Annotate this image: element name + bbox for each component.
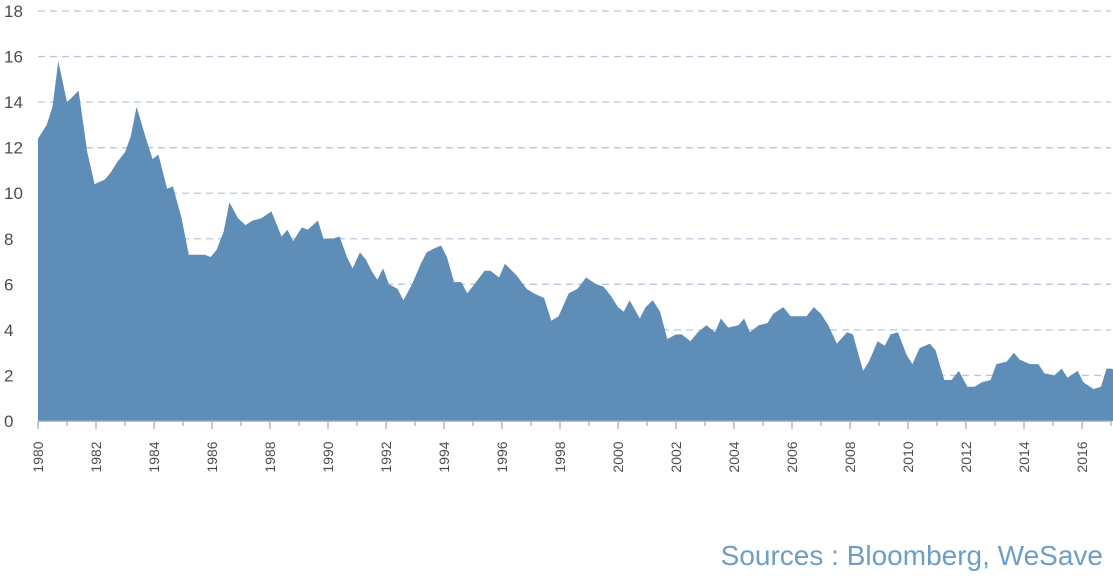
y-tick-label: 10 xyxy=(4,184,23,203)
x-tick-label: 2010 xyxy=(900,441,916,472)
x-tick-label: 1998 xyxy=(552,441,568,472)
x-tick-label: 2006 xyxy=(784,441,800,472)
y-tick-label: 6 xyxy=(4,275,13,294)
y-tick-label: 12 xyxy=(4,139,23,158)
y-tick-label: 8 xyxy=(4,230,13,249)
x-tick-label: 1986 xyxy=(204,441,220,472)
axes xyxy=(37,420,1112,429)
x-tick-label: 1994 xyxy=(436,441,452,472)
y-tick-label: 16 xyxy=(4,48,23,67)
source-note: Sources : Bloomberg, WeSave xyxy=(720,540,1103,571)
y-tick-label: 4 xyxy=(4,321,13,340)
y-tick-label: 2 xyxy=(4,366,13,385)
x-tick-label: 1996 xyxy=(494,441,510,472)
x-tick-label: 2012 xyxy=(958,441,974,472)
x-tick-label: 1982 xyxy=(88,441,104,472)
x-tick-label: 1988 xyxy=(262,441,278,472)
x-tick-label: 1992 xyxy=(378,441,394,472)
y-tick-label: 18 xyxy=(4,2,23,21)
x-tick-label: 2004 xyxy=(726,441,742,472)
x-tick-label: 2014 xyxy=(1016,441,1032,472)
x-tick-label: 2002 xyxy=(668,441,684,472)
area-series xyxy=(38,61,1113,421)
x-tick-labels: 1980 1982 1984 1986 1988 1990 1992 1994 1996 1998… xyxy=(30,441,1090,472)
y-tick-label: 0 xyxy=(4,412,13,431)
area-series-path xyxy=(38,61,1113,421)
x-tick-label: 2016 xyxy=(1074,441,1090,472)
y-tick-labels: 0 2 4 6 8 10 12 14 16 18 xyxy=(4,2,23,431)
y-tick-label: 14 xyxy=(4,93,23,112)
x-tick-label: 2008 xyxy=(842,441,858,472)
x-tick-label: 2000 xyxy=(610,441,626,472)
x-tick-label: 1990 xyxy=(320,441,336,472)
x-tick-label: 1980 xyxy=(30,441,46,472)
x-tick-label: 1984 xyxy=(146,441,162,472)
